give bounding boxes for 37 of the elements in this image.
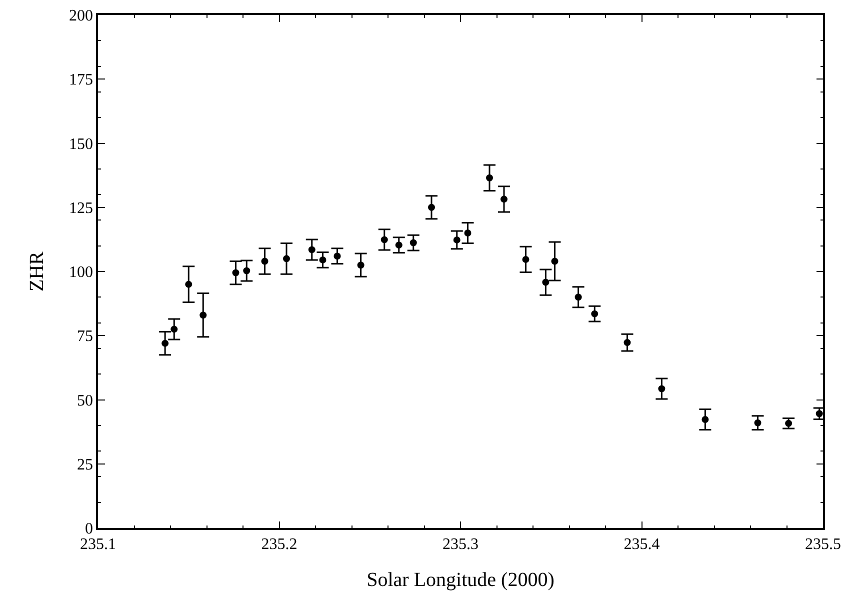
point [702,416,709,423]
point [464,230,472,237]
y-tick-label: 200 [69,8,94,25]
y-tick-label: 75 [77,328,94,346]
y-tick-label: 50 [77,392,94,410]
y-tick-label: 0 [85,520,94,538]
y-tick-label: 25 [77,456,94,474]
point [522,256,530,263]
point [574,294,582,301]
point [500,196,508,203]
point [542,278,550,286]
point [308,246,316,254]
x-tick-label: 235.3 [442,536,478,553]
point [232,269,240,276]
point [428,204,435,211]
x-tick-label: 235.1 [80,536,116,553]
x-tick-label: 235.4 [624,536,660,553]
point [200,312,207,319]
point [185,280,192,288]
x-tick-label: 235.2 [261,536,298,553]
point [380,236,388,244]
y-tick-label: 175 [69,72,94,89]
point [658,385,666,392]
point [243,267,250,274]
y-tick-label: 100 [69,264,94,282]
point [283,255,290,262]
y-axis-title: ZHR [26,250,48,292]
point [551,258,558,265]
point [357,262,364,269]
point [162,340,169,347]
y-tick-label: 150 [69,136,94,153]
x-axis-title: Solar Longitude (2000) [366,568,554,591]
x-tick-label: 235.5 [805,536,841,553]
y-tick-label: 125 [69,200,94,217]
point [486,174,493,182]
point [261,258,268,265]
point [170,326,178,333]
